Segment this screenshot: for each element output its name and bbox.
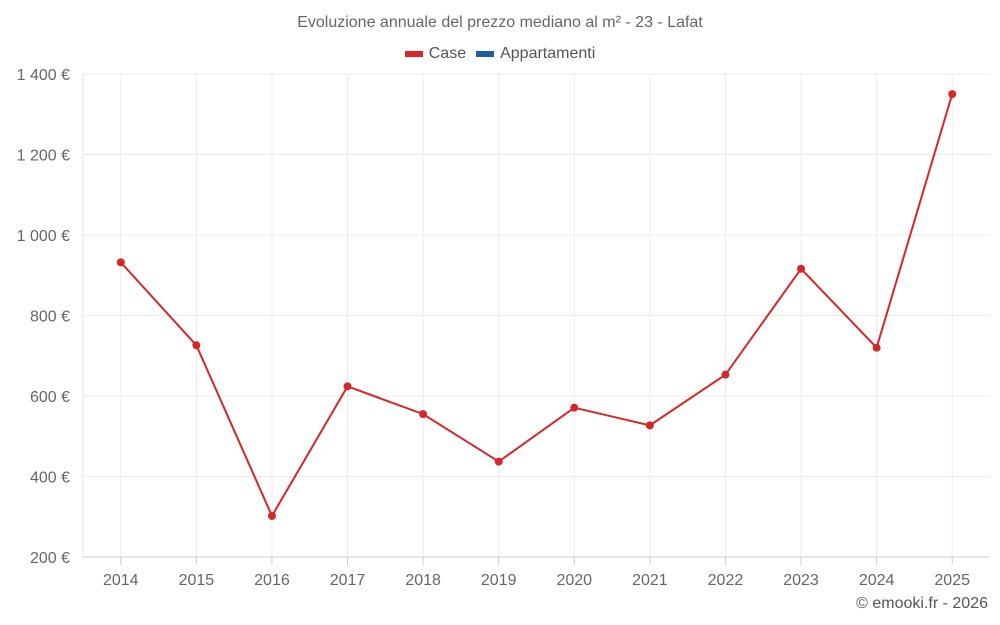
chart-legend: Case Appartamenti <box>0 45 1000 63</box>
legend-swatch-appartamenti <box>476 51 495 57</box>
axes <box>82 74 990 565</box>
data-point[interactable] <box>872 343 881 352</box>
series-layer <box>116 90 957 520</box>
legend-label-case: Case <box>428 45 467 62</box>
x-tick-label: 2019 <box>481 572 517 589</box>
legend-label-appartamenti: Appartamenti <box>500 45 596 62</box>
data-point[interactable] <box>267 511 276 520</box>
data-point[interactable] <box>948 90 957 99</box>
legend-item-appartamenti[interactable]: Appartamenti <box>476 45 595 63</box>
x-tick-label: 2017 <box>330 572 366 589</box>
x-axis-labels: 2014 2015 2016 2017 2018 2019 2020 2021 2022 2023… <box>103 572 970 589</box>
chart-title: Evoluzione annuale del prezzo mediano al… <box>297 14 703 31</box>
y-tick-label: 600 € <box>30 389 70 406</box>
data-point[interactable] <box>116 258 125 267</box>
data-point[interactable] <box>570 403 579 412</box>
grid-lines <box>83 73 990 558</box>
data-point[interactable] <box>645 421 654 430</box>
x-tick-label: 2016 <box>254 572 290 589</box>
y-tick-label: 1 200 € <box>17 148 70 165</box>
data-point[interactable] <box>797 264 806 273</box>
x-tick-label: 2022 <box>708 572 744 589</box>
data-point[interactable] <box>419 410 428 419</box>
data-point[interactable] <box>494 457 503 466</box>
legend-item-case[interactable]: Case <box>404 45 467 63</box>
x-tick-label: 2015 <box>179 572 215 589</box>
data-point[interactable] <box>343 382 352 391</box>
x-tick-label: 2018 <box>405 572 441 589</box>
series-line-case <box>120 93 954 519</box>
data-point[interactable] <box>192 341 201 350</box>
data-point[interactable] <box>721 370 730 379</box>
y-tick-label: 200 € <box>30 550 70 567</box>
x-tick-label: 2025 <box>934 572 970 589</box>
x-tick-label: 2021 <box>632 572 668 589</box>
y-axis-labels: 200 € 400 € 600 € 800 € 1 000 € 1 200 € 1 400 … <box>17 67 70 567</box>
x-tick-label: 2024 <box>859 572 895 589</box>
legend-swatch-case <box>404 51 423 57</box>
y-tick-label: 400 € <box>30 470 70 487</box>
x-tick-label: 2020 <box>556 572 592 589</box>
x-tick-label: 2014 <box>103 572 139 589</box>
x-tick-label: 2023 <box>783 572 819 589</box>
y-tick-label: 1 400 € <box>17 67 70 84</box>
y-tick-label: 1 000 € <box>17 228 70 245</box>
credit-text: © emooki.fr - 2026 <box>856 595 988 612</box>
y-tick-label: 800 € <box>30 309 70 326</box>
